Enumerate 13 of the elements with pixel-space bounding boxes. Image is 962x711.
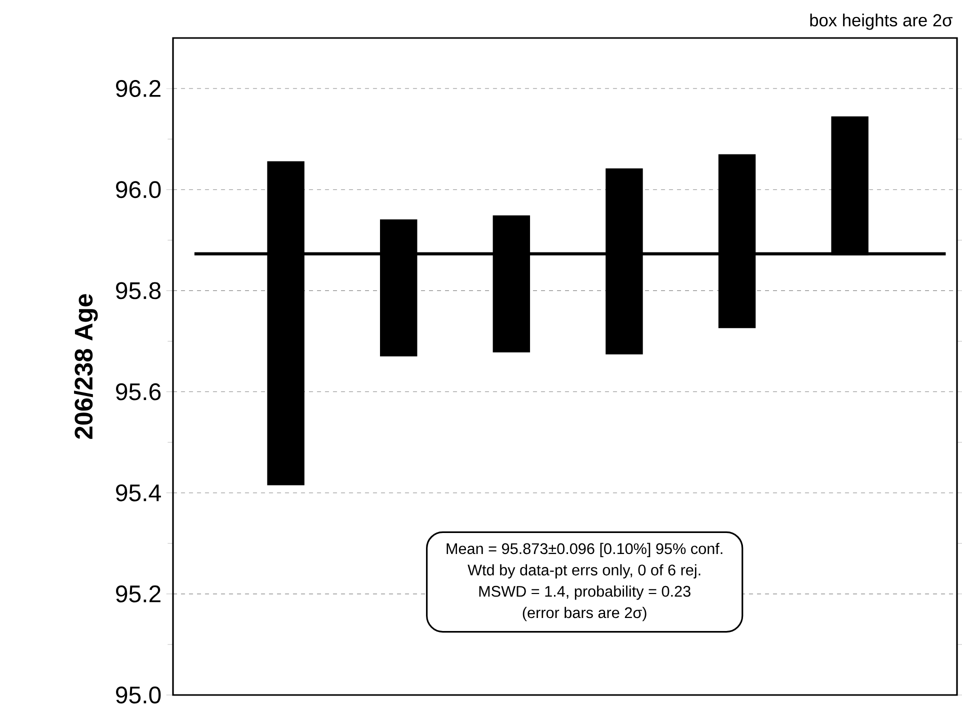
text: box heights are 2σ [810,14,953,30]
y-tick-label: 95.4 [116,484,161,502]
y-tick-label: 96.2 [116,80,160,98]
annotation: MSWD = 1.4, probability = 0.23 [479,586,690,600]
y-tick-label: 95.2 [116,585,160,602]
y-axis-title: 206/238 Age [74,294,98,439]
annotation: Wtd by data-pt errs only, 0 of 6 rej. [468,564,700,578]
y-tick-label: 96.0 [116,181,161,198]
y-tick-label: 95.0 [116,686,161,704]
y-tick-label: 95.8 [116,282,161,300]
annotation: (error bars are 2σ) [522,606,646,622]
annotation: Mean = 95.873±0.096 [0.10%] 95% conf. [446,542,722,558]
y-tick-label: 95.6 [116,383,161,400]
